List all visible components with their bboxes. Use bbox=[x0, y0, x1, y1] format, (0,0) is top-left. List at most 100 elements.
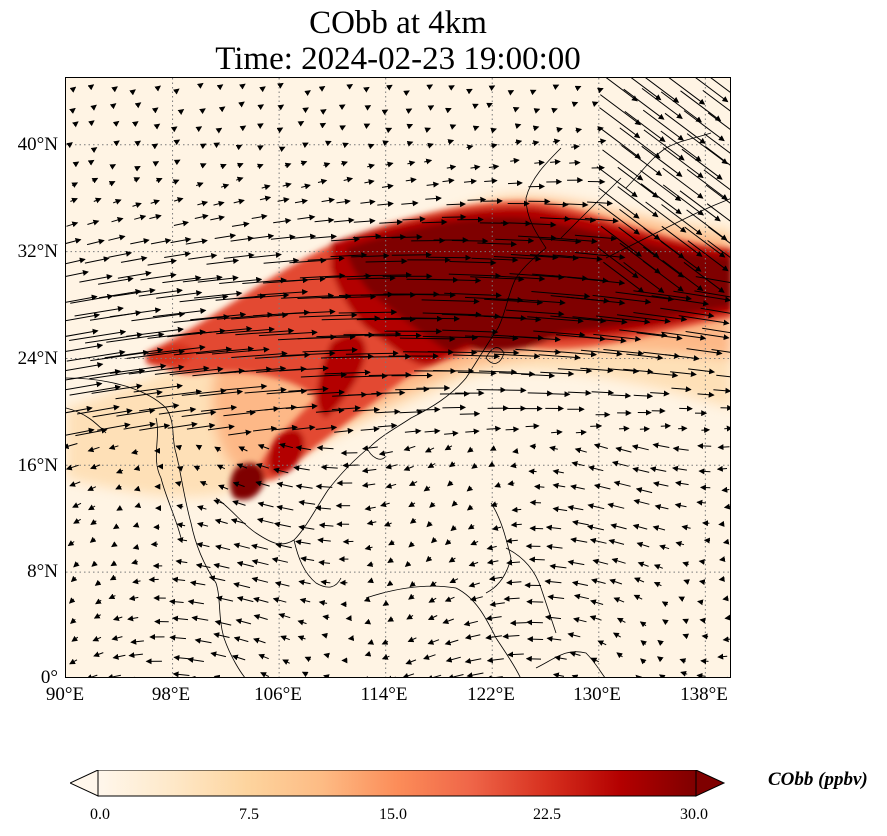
wind-arrow bbox=[366, 561, 374, 567]
wind-arrow bbox=[427, 614, 438, 621]
wind-arrow bbox=[331, 236, 361, 243]
wind-arrow bbox=[233, 198, 245, 205]
wind-arrow bbox=[364, 544, 373, 551]
wind-arrow bbox=[321, 315, 381, 322]
wind-arrow bbox=[470, 276, 525, 283]
wind-arrow bbox=[278, 612, 291, 619]
wind-arrow bbox=[318, 522, 334, 529]
wind-arrow bbox=[506, 579, 522, 586]
wind-arrow bbox=[618, 425, 630, 432]
wind-arrow bbox=[310, 233, 337, 240]
wind-arrow bbox=[662, 147, 704, 179]
wind-arrow bbox=[660, 91, 703, 123]
wind-arrow bbox=[401, 200, 419, 207]
wind-arrow bbox=[385, 463, 398, 470]
wind-arrow bbox=[299, 597, 311, 604]
wind-arrow bbox=[363, 86, 370, 93]
wind-arrow bbox=[213, 632, 230, 639]
wind-arrow bbox=[427, 639, 440, 645]
wind-arrow bbox=[662, 259, 704, 291]
map-canvas bbox=[66, 78, 730, 677]
wind-arrow bbox=[134, 502, 142, 508]
wind-arrow bbox=[495, 353, 541, 360]
wind-arrow bbox=[587, 503, 605, 510]
wind-arrow bbox=[297, 619, 307, 626]
wind-arrow bbox=[429, 501, 436, 508]
wind-arrow bbox=[70, 617, 77, 624]
wind-arrow bbox=[507, 90, 515, 96]
wind-arrow bbox=[300, 160, 308, 167]
wind-arrow bbox=[197, 200, 209, 207]
wind-arrow bbox=[544, 201, 569, 208]
wind-arrow bbox=[317, 178, 328, 185]
wind-arrow bbox=[641, 87, 683, 120]
wind-arrow bbox=[556, 127, 563, 133]
wind-arrow bbox=[703, 169, 730, 191]
wind-arrow bbox=[339, 125, 346, 131]
wind-arrow bbox=[624, 111, 666, 143]
wind-arrow bbox=[684, 226, 726, 258]
wind-arrow bbox=[93, 197, 102, 204]
wind-arrow bbox=[113, 140, 120, 147]
wind-arrow bbox=[66, 221, 79, 228]
wind-arrow bbox=[290, 233, 317, 240]
wind-arrow bbox=[176, 466, 184, 472]
wind-arrow bbox=[544, 614, 562, 621]
wind-arrow bbox=[154, 365, 210, 375]
wind-arrow bbox=[66, 237, 82, 244]
wind-arrow bbox=[177, 109, 185, 115]
wind-arrow bbox=[510, 521, 522, 528]
wind-arrow bbox=[452, 353, 501, 360]
wind-arrow bbox=[115, 468, 124, 474]
wind-arrow bbox=[716, 374, 730, 378]
wind-arrow bbox=[697, 599, 704, 606]
wind-arrow bbox=[610, 523, 627, 530]
wind-arrow bbox=[94, 579, 102, 586]
wind-arrow bbox=[117, 270, 152, 279]
wind-arrow bbox=[661, 601, 669, 608]
wind-arrow bbox=[66, 349, 126, 362]
wind-arrow bbox=[271, 556, 289, 563]
wind-arrow bbox=[695, 78, 729, 103]
wind-arrow bbox=[590, 657, 600, 664]
wind-arrow bbox=[353, 218, 376, 225]
wind-arrow bbox=[343, 331, 402, 338]
wind-arrow bbox=[238, 292, 290, 300]
wind-arrow bbox=[547, 594, 565, 601]
wind-arrow bbox=[637, 561, 649, 568]
wind-arrow bbox=[717, 653, 728, 660]
wind-arrow bbox=[213, 674, 221, 677]
wind-arrow bbox=[433, 368, 475, 375]
wind-arrow bbox=[683, 110, 725, 142]
wind-arrow bbox=[173, 654, 191, 661]
wind-arrow bbox=[73, 561, 80, 568]
wind-arrow bbox=[156, 389, 203, 398]
wind-arrow bbox=[388, 539, 395, 546]
wind-arrow bbox=[233, 581, 251, 589]
wind-arrow bbox=[66, 328, 99, 337]
wind-arrow bbox=[116, 408, 156, 417]
wind-arrow bbox=[150, 238, 172, 245]
wind-arrow bbox=[630, 78, 662, 101]
wind-arrow bbox=[444, 596, 455, 602]
wind-arrow bbox=[324, 369, 371, 376]
wind-arrow bbox=[442, 404, 467, 411]
wind-arrow bbox=[574, 252, 626, 260]
wind-arrow bbox=[529, 254, 579, 261]
colorbar-tick-label: 0.0 bbox=[90, 806, 110, 823]
wind-arrow bbox=[131, 558, 139, 565]
wind-arrow bbox=[314, 217, 335, 224]
wind-arrow bbox=[609, 578, 623, 585]
wind-arrow bbox=[706, 203, 730, 222]
wind-arrow bbox=[703, 133, 730, 154]
wind-arrow bbox=[422, 311, 482, 318]
wind-arrow bbox=[158, 406, 197, 415]
wind-arrow bbox=[640, 183, 682, 215]
wind-arrow bbox=[95, 598, 102, 605]
wind-arrow bbox=[284, 162, 292, 169]
wind-arrow bbox=[73, 518, 81, 524]
wind-arrow bbox=[623, 261, 665, 293]
wind-arrow bbox=[615, 291, 675, 302]
wind-arrow bbox=[181, 409, 217, 417]
wind-arrow bbox=[426, 84, 434, 91]
